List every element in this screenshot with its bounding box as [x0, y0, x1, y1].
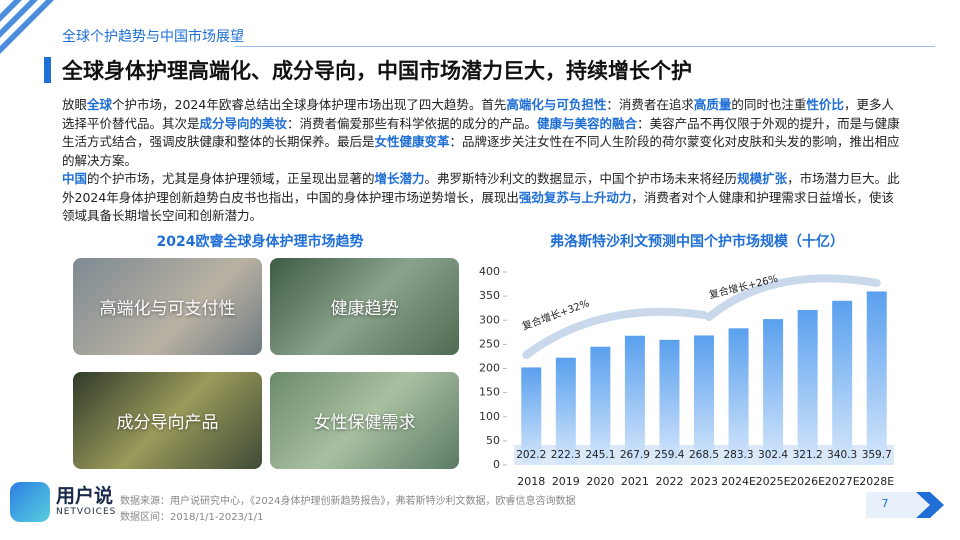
x-tick-label: 2025E	[756, 475, 791, 488]
value-label: 302.4	[758, 449, 788, 461]
highlight-text: 健康与美容的融合	[537, 115, 638, 131]
value-label: 268.5	[689, 449, 719, 461]
value-label: 222.3	[551, 449, 581, 461]
bar	[763, 319, 784, 465]
highlight-text: 增长潜力	[374, 171, 425, 186]
body-text: ：消费者在追求	[606, 97, 694, 112]
corner-decoration	[0, 0, 54, 54]
bar	[590, 346, 611, 465]
y-tick-label: 350	[479, 289, 500, 302]
body-text: 个护市场，2024年欧睿总结出全球身体护理市场出现了四大趋势。首先	[112, 97, 507, 112]
highlight-text: 性价比	[806, 97, 844, 112]
bar	[555, 357, 576, 465]
logo-text: 用户说	[56, 485, 114, 507]
body-text: 的同时也注重	[731, 97, 807, 112]
highlight-text: 成分导向的美妆	[199, 115, 288, 131]
y-tick-label: 200	[479, 362, 500, 375]
header-rule	[235, 46, 935, 47]
x-tick-label: 2020	[586, 475, 614, 488]
x-tick-label: 2024E	[721, 475, 756, 488]
y-tick-label: 100	[479, 410, 500, 423]
highlight-text: 高端化与可负担性	[506, 97, 607, 112]
page-badge	[866, 492, 944, 518]
y-tick-label: 400	[479, 265, 500, 278]
trends-title: 2024欧睿全球身体护理市场趋势	[156, 234, 364, 250]
body-text: ，消费者对个人健康和护理需求日益增长，使该领域具备长期增长空间和创新潜力。	[62, 189, 894, 224]
title-bar	[44, 57, 51, 83]
body-text: ：消费者偏爱那些有科学依据的成分的产品。	[287, 115, 538, 131]
x-tick-label: 2026E	[790, 475, 825, 488]
bar	[694, 335, 714, 465]
x-tick-label: 2022	[655, 475, 683, 488]
source-note: 数据来源：用户说研究中心，《2024身体护理创新趋势报告》，弗若斯特沙利文数据，…	[120, 496, 576, 507]
y-tick-label: 0	[493, 458, 500, 471]
main-title: 全球身体护理高端化、成分导向，中国市场潜力巨大，持续增长个护	[62, 59, 692, 83]
highlight-text: 规模扩张	[737, 171, 788, 186]
logo-icon	[10, 482, 50, 522]
chart-title: 弗洛斯特沙利文预测中国个护市场规模（十亿）	[550, 234, 844, 250]
value-label: 283.3	[724, 449, 754, 461]
intro-text: 放眼全球个护市场，2024年欧睿总结出全球身体护理市场出现了四大趋势。首先高端化…	[62, 96, 902, 226]
bar	[521, 367, 542, 465]
value-label: 340.3	[827, 449, 857, 461]
body-text: 。弗罗斯特沙利文的数据显示，中国个护市场未来将经历	[424, 171, 738, 186]
x-tick-label: 2019	[552, 475, 580, 488]
paragraph: 中国的个护市场，尤其是身体护理领域，正呈现出显著的增长潜力。弗罗斯特沙利文的数据…	[62, 170, 902, 226]
trend-tile: 成分导向产品	[73, 372, 262, 469]
value-label: 259.4	[654, 449, 684, 461]
body-text: ：品牌逐步关注女性在不同人生阶段的荷尔蒙变化对皮肤和头发的影响，推出相应的解决方…	[62, 134, 900, 168]
trend-arrow	[522, 307, 708, 359]
value-label: 267.9	[620, 449, 650, 461]
body-text: 放眼	[62, 97, 88, 112]
highlight-text: 中国	[62, 171, 88, 186]
highlight-text: 全球	[87, 97, 113, 112]
x-tick-label: 2027E	[825, 475, 860, 488]
bar	[728, 328, 749, 465]
bar	[624, 335, 645, 465]
paragraph: 放眼全球个护市场，2024年欧睿总结出全球身体护理市场出现了四大趋势。首先高端化…	[62, 96, 902, 170]
bar	[866, 291, 887, 465]
logo-subtext: NETVOICES	[56, 507, 117, 517]
x-tick-label: 2018	[517, 475, 545, 488]
x-tick-label: 2021	[621, 475, 649, 488]
body-text: 的个护市场，尤其是身体护理领域，正呈现出显著的	[87, 171, 375, 186]
trend-tile: 健康趋势	[270, 258, 459, 355]
page-number: 7	[881, 497, 889, 510]
bar	[832, 300, 853, 465]
highlight-text: 高质量	[693, 97, 732, 112]
highlight-text: 女性健康变革	[374, 134, 450, 149]
y-tick-label: 300	[479, 313, 500, 326]
highlight-text: 强劲复苏与上升动力	[518, 189, 632, 205]
trend-tile: 女性保健需求	[270, 372, 459, 469]
body-text: ，市场潜力巨大。此外2024年身体护理创新趋势白皮书也指出，中国的身体护理市场逆…	[62, 171, 900, 205]
body-text: ，更多人选择平价替代品。其次是	[62, 97, 894, 131]
bar	[797, 310, 818, 465]
date-range: 数据区间：2018/1/1-2023/1/1	[120, 512, 264, 523]
y-tick-label: 150	[479, 386, 500, 399]
y-tick-label: 50	[486, 434, 500, 447]
x-tick-label: 2023	[690, 475, 718, 488]
x-tick-label: 2028E	[859, 475, 894, 488]
section-title: 全球个护趋势与中国市场展望	[62, 29, 244, 45]
chart: 0 50 100 150 200 250 300 350 400 202.2 2018 222.3 20…	[479, 265, 894, 488]
value-label: 245.1	[585, 449, 615, 461]
trend-tile: 高端化与可支付性	[73, 258, 262, 355]
body-text: ：美容产品不再仅限于外观的提升，而是与健康生活方式结合，强调皮肤健康和整体的长期…	[62, 115, 900, 150]
trend-arrow	[705, 274, 881, 321]
value-label: 359.7	[862, 449, 892, 461]
value-label: 202.2	[516, 449, 546, 461]
value-label: 321.2	[793, 449, 823, 461]
bar	[659, 339, 680, 465]
y-tick-label: 250	[479, 337, 500, 350]
